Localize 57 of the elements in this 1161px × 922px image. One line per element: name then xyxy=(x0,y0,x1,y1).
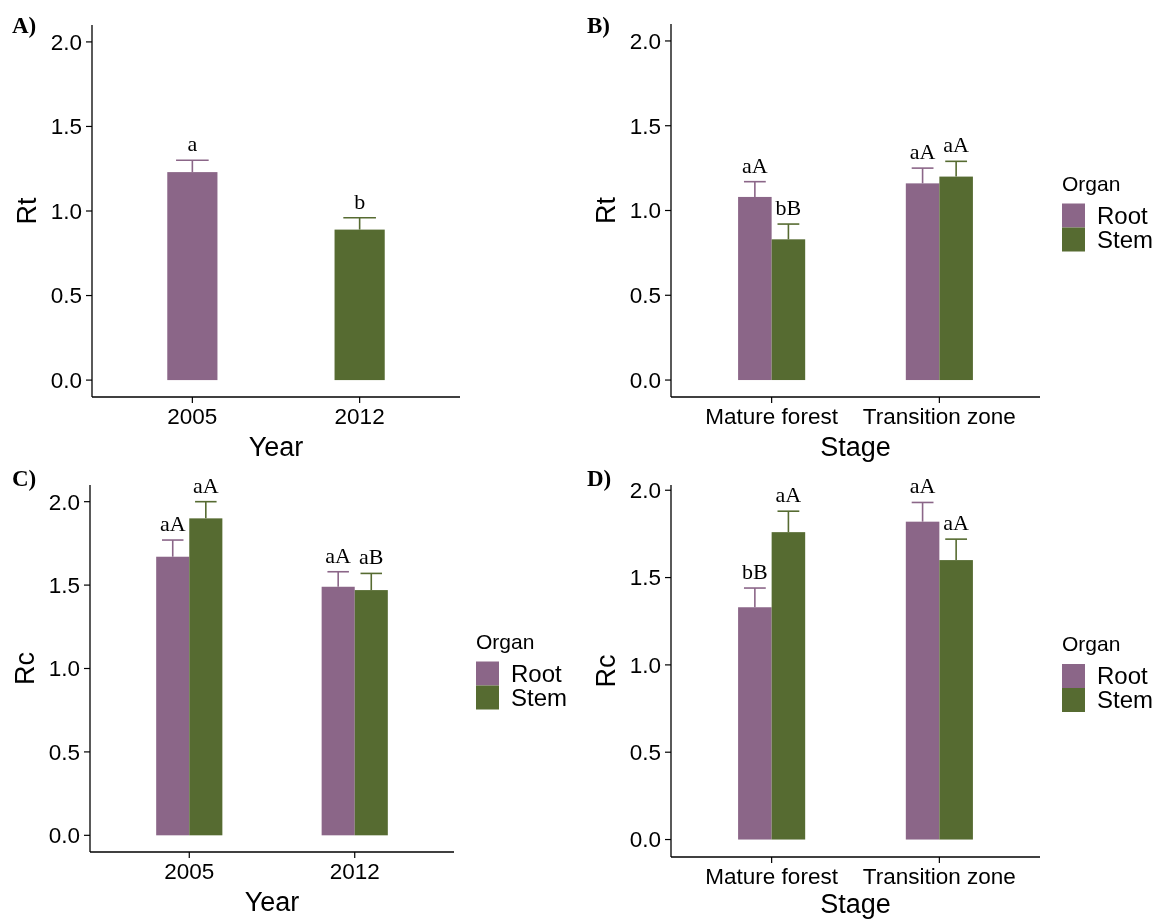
y-tick-label: 0.5 xyxy=(629,283,661,309)
data-label: aA xyxy=(943,510,970,536)
x-tick-label: 2012 xyxy=(329,859,380,884)
x-tick-label: 2005 xyxy=(167,404,218,429)
y-tick-label: 0.0 xyxy=(48,823,80,849)
legend-title: Organ xyxy=(1062,171,1121,195)
y-tick-label: 1.0 xyxy=(629,198,661,224)
x-tick-label: Mature forest xyxy=(705,404,839,429)
y-tick-label: 1.5 xyxy=(629,565,661,591)
data-label: bB xyxy=(742,559,768,585)
data-label: aA xyxy=(909,473,936,499)
x-axis-title: Year xyxy=(244,887,300,917)
legend-title: Organ xyxy=(1062,632,1121,655)
x-tick-label: Mature forest xyxy=(705,864,839,889)
data-label: aA xyxy=(909,139,936,165)
data-label: aA xyxy=(325,542,352,568)
y-tick-label: 0.5 xyxy=(48,739,80,765)
y-tick-label: 2.0 xyxy=(50,29,82,55)
data-label: bB xyxy=(775,195,802,221)
data-label: aA xyxy=(742,152,768,178)
y-tick-label: 1.0 xyxy=(48,656,80,682)
y-tick-label: 2.0 xyxy=(629,28,661,54)
data-label: b xyxy=(354,188,366,214)
y-axis-title: Rt xyxy=(591,196,621,224)
data-label: aA xyxy=(775,482,802,508)
x-tick-label: 2005 xyxy=(164,859,215,884)
y-axis-title: Rc xyxy=(10,652,40,685)
x-tick-label: Transition zone xyxy=(862,864,1016,889)
data-label: aA xyxy=(943,132,970,158)
chart-title: D) xyxy=(587,466,612,491)
y-tick-label: 0.0 xyxy=(50,367,82,393)
y-tick-label: 2.0 xyxy=(629,478,661,504)
y-axis-title: Rt xyxy=(12,197,42,225)
y-tick-label: 1.0 xyxy=(629,652,661,678)
y-tick-label: 1.0 xyxy=(50,198,82,224)
y-axis-title: Rc xyxy=(591,654,621,688)
data-label: aA xyxy=(159,511,186,537)
x-axis-title: Year xyxy=(248,432,304,462)
x-tick-label: 2012 xyxy=(334,404,385,429)
y-tick-label: 0.0 xyxy=(629,367,661,393)
y-tick-label: 0.5 xyxy=(629,740,661,766)
chart-title: C) xyxy=(12,466,37,491)
x-tick-label: Transition zone xyxy=(862,404,1016,429)
chart-title: B) xyxy=(587,13,610,38)
y-tick-label: 1.5 xyxy=(50,114,82,140)
y-tick-label: 0.5 xyxy=(50,283,82,309)
x-axis-title: Stage xyxy=(820,889,891,919)
y-tick-label: 0.0 xyxy=(629,827,661,853)
legend-title: Organ xyxy=(476,629,535,653)
chart-title: A) xyxy=(12,13,37,38)
data-label: aA xyxy=(192,472,219,498)
x-axis-title: Stage xyxy=(820,432,891,462)
y-tick-label: 1.5 xyxy=(48,572,80,598)
y-tick-label: 1.5 xyxy=(629,113,661,139)
y-tick-label: 2.0 xyxy=(48,489,80,515)
data-label: aB xyxy=(359,544,384,570)
data-label: a xyxy=(187,131,198,157)
